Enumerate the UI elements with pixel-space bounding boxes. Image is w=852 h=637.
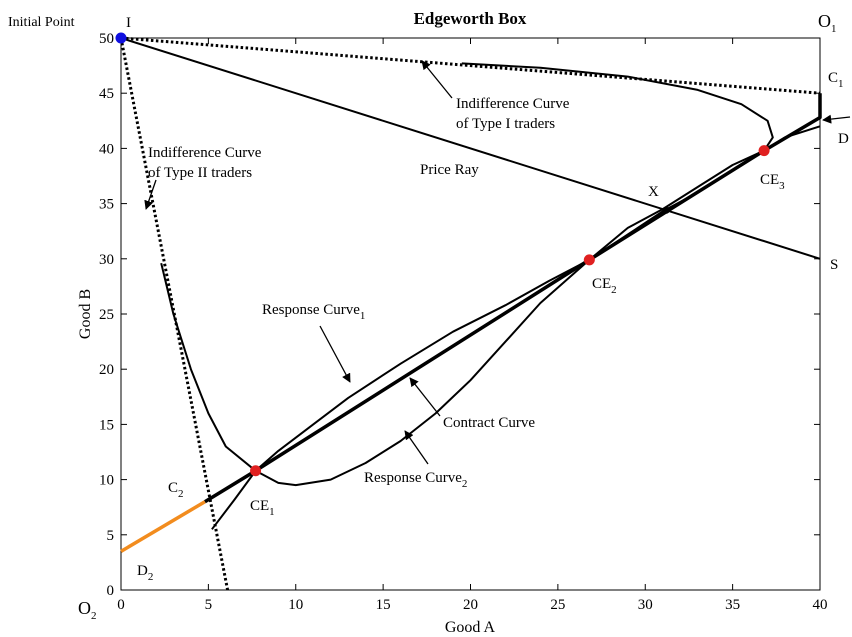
annotation: X	[648, 184, 659, 200]
annotation: Indifference Curve	[148, 145, 262, 161]
y-tick-label: 10	[99, 473, 114, 489]
annotation: Contract Curve	[443, 415, 535, 431]
annotation: CE3	[760, 172, 785, 192]
annotation-text: CE	[760, 172, 779, 188]
annotation-text: Response Curve	[364, 470, 462, 486]
point	[250, 465, 262, 477]
annotation: C2	[168, 480, 184, 500]
arrow	[822, 114, 851, 124]
annotation-sub: 1	[360, 310, 366, 322]
x-tick-label: 40	[813, 597, 828, 613]
y-tick-label: 20	[99, 362, 114, 378]
x-tick-label: 5	[205, 597, 213, 613]
annotation: Response Curve2	[364, 470, 467, 490]
chart-title: Edgeworth Box	[414, 9, 527, 28]
annotation: Response Curve1	[262, 302, 365, 322]
annotation-text: CE	[592, 276, 611, 292]
annotation: CE2	[592, 276, 617, 296]
x-tick-label: 10	[288, 597, 303, 613]
curve	[120, 500, 206, 553]
arrow	[319, 325, 351, 383]
annotation-sub: 1	[831, 23, 837, 35]
arrow	[144, 179, 157, 210]
annotation-text: D	[838, 131, 849, 147]
annotation-text: C	[828, 70, 838, 86]
y-tick-label: 5	[107, 528, 115, 544]
x-tick-label: 30	[638, 597, 653, 613]
annotation-text: O	[78, 598, 91, 618]
annotation-text: C	[168, 480, 178, 496]
point	[662, 206, 670, 214]
annotation: I	[126, 15, 131, 31]
annotation-sub: 1	[838, 78, 844, 90]
annotation-text: O	[818, 11, 831, 31]
arrows	[144, 60, 851, 465]
y-tick-label: 35	[99, 197, 114, 213]
annotation-text: D	[137, 563, 148, 579]
annotation-sub: 2	[462, 478, 468, 490]
annotation-text: I	[126, 15, 131, 31]
annotation: D2	[137, 563, 153, 583]
point	[583, 254, 595, 266]
x-axis-label: Good A	[445, 619, 496, 636]
annotation-sub: 2	[91, 610, 97, 622]
annotation-text: Price Ray	[420, 162, 479, 178]
curve	[160, 62, 774, 487]
annotation: O2	[78, 598, 97, 622]
arrow	[404, 430, 429, 465]
annotation-text: Response Curve	[262, 302, 360, 318]
y-tick-label: 25	[99, 307, 114, 323]
annotation-text: Contract Curve	[443, 415, 535, 431]
curve	[203, 93, 822, 504]
y-tick-label: 45	[99, 86, 114, 102]
y-tick-label: 50	[99, 31, 114, 47]
x-tick-label: 20	[463, 597, 478, 613]
x-tick-label: 25	[550, 597, 565, 613]
annotation: Initial Point	[8, 15, 75, 30]
annotation: Indifference Curve	[456, 96, 570, 112]
annotation: of Type I traders	[456, 116, 555, 132]
annotation-sub: 2	[178, 488, 184, 500]
annotation-sub: 2	[611, 284, 617, 296]
curve	[211, 125, 821, 530]
annotation: O1	[818, 11, 837, 35]
curve	[120, 36, 821, 95]
annotation: S	[830, 257, 838, 273]
annotation-sub: 2	[148, 571, 154, 583]
x-tick-label: 0	[117, 597, 125, 613]
y-tick-label: 40	[99, 141, 114, 157]
y-tick-label: 30	[99, 252, 114, 268]
annotation-sub: 3	[779, 180, 785, 192]
y-tick-label: 15	[99, 417, 114, 433]
curve	[120, 37, 821, 260]
annotation: Price Ray	[420, 162, 479, 178]
annotation: C1	[828, 70, 844, 90]
annotation: D	[838, 131, 849, 147]
annotation-text: Initial Point	[8, 15, 75, 30]
annotation: CE1	[250, 498, 275, 518]
x-tick-label: 15	[376, 597, 391, 613]
annotation-sub: 1	[269, 506, 275, 518]
y-tick-label: 0	[107, 583, 115, 599]
point	[115, 32, 127, 44]
arrow	[421, 60, 453, 99]
y-axis-label: Good B	[77, 289, 94, 339]
arrow	[409, 377, 441, 417]
x-tick-label: 35	[725, 597, 740, 613]
annotation-text: CE	[250, 498, 269, 514]
annotation-text: S	[830, 257, 838, 273]
point	[758, 145, 770, 157]
annotation: of Type II traders	[148, 165, 252, 181]
annotation-text: X	[648, 184, 659, 200]
